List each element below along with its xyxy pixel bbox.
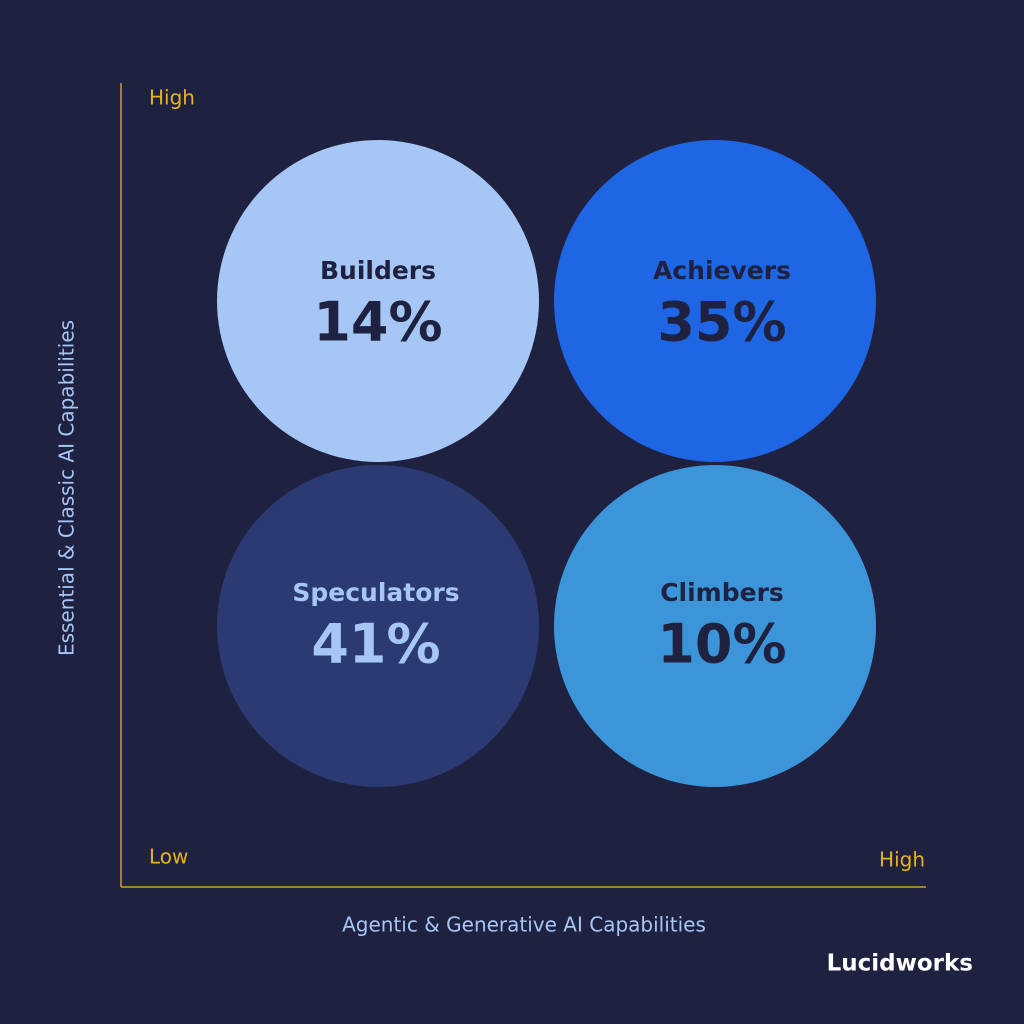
quadrant-value: 35% bbox=[657, 291, 786, 354]
quadrant-name: Speculators bbox=[292, 578, 459, 607]
quadrant-name: Achievers bbox=[653, 256, 791, 285]
x-high-label: High bbox=[879, 848, 925, 872]
achievers-circle bbox=[554, 140, 876, 462]
y-axis-title: Essential & Classic AI Capabilities bbox=[55, 320, 79, 656]
y-high-label: High bbox=[149, 86, 195, 110]
quadrant-value: 14% bbox=[313, 291, 442, 354]
x-axis-title: Agentic & Generative AI Capabilities bbox=[342, 913, 706, 937]
quadrant-name: Builders bbox=[320, 256, 436, 285]
origin-label: Low bbox=[149, 845, 188, 869]
climbers-circle bbox=[554, 465, 876, 787]
builders-circle bbox=[217, 140, 539, 462]
quadrant-name: Climbers bbox=[660, 578, 784, 607]
quadrant-value: 41% bbox=[311, 613, 440, 676]
speculators-circle bbox=[217, 465, 539, 787]
brand-logo: Lucidworks bbox=[827, 951, 973, 977]
quadrant-value: 10% bbox=[657, 613, 786, 676]
